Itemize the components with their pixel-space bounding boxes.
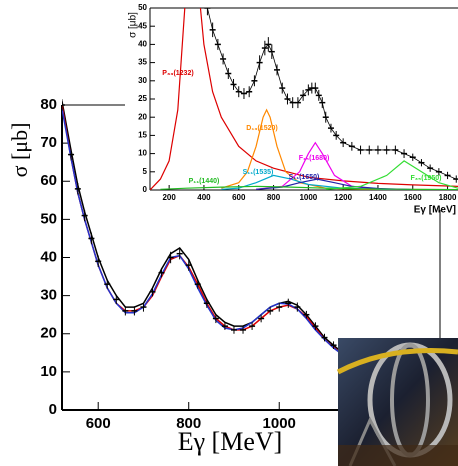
y-tick-label: 40 <box>138 40 147 49</box>
x-axis-label: Eγ [MeV] <box>414 205 456 216</box>
x-tick-label: 200 <box>162 193 176 202</box>
x-tick-label: 1800 <box>439 193 457 202</box>
inset-background <box>125 0 458 220</box>
data-line <box>207 8 457 180</box>
curve <box>160 185 458 190</box>
detector-photo <box>336 338 458 466</box>
y-tick-label: 45 <box>138 21 147 30</box>
x-tick-label: 400 <box>197 193 211 202</box>
y-tick-label: 20 <box>40 325 57 342</box>
curve-label: P₃₃(1232) <box>162 70 193 77</box>
y-tick-label: 10 <box>40 363 57 380</box>
x-tick-label: 1400 <box>369 193 387 202</box>
y-tick-label: 25 <box>138 94 147 103</box>
x-tick-label: 800 <box>176 415 201 432</box>
curve-label: F₁₅(1680) <box>299 155 330 162</box>
y-tick-label: 35 <box>138 58 147 67</box>
y-axis-label: σ [μb] <box>128 12 139 38</box>
y-tick-label: 50 <box>138 3 147 12</box>
curve-label: D₁₃(1520) <box>246 125 277 132</box>
y-tick-label: 10 <box>138 149 147 158</box>
y-tick-label: 5 <box>143 167 148 176</box>
x-tick-label: 1200 <box>334 193 352 202</box>
y-tick-label: 40 <box>40 248 57 265</box>
y-axis-label: σ [μb] <box>7 123 32 178</box>
x-tick-label: 600 <box>232 193 246 202</box>
y-tick-label: 15 <box>138 131 147 140</box>
plot-area <box>150 8 458 190</box>
curve <box>150 8 458 190</box>
curve <box>256 178 413 190</box>
y-tick-label: 0 <box>49 401 57 418</box>
curve-label: F₃₅(1950) <box>411 175 442 182</box>
y-tick-label: 80 <box>40 96 57 113</box>
x-tick-label: 1000 <box>263 415 296 432</box>
y-tick-label: 70 <box>40 134 57 151</box>
curve <box>325 160 458 190</box>
x-tick-label: 800 <box>267 193 281 202</box>
curve-label: S₁₁(1535) <box>243 169 274 176</box>
y-tick-label: 60 <box>40 172 57 189</box>
y-tick-label: 20 <box>138 112 147 121</box>
x-tick-label: 600 <box>86 415 111 432</box>
x-axis-label: Eγ [MeV] <box>178 427 283 456</box>
curve-label: P₁₁(1440) <box>189 178 220 185</box>
y-tick-label: 0 <box>143 185 148 194</box>
curve-label: S₁₁(1650) <box>289 174 320 181</box>
main-chart: 0102030405060708060080010001200σ [μb]Eγ … <box>7 96 458 456</box>
x-tick-label: 1600 <box>404 193 422 202</box>
y-tick-label: 30 <box>138 76 147 85</box>
y-tick-label: 30 <box>40 287 57 304</box>
x-tick-label: 1000 <box>299 193 317 202</box>
inset-chart: 0 5 10 15 20 25 30 35 40 45 50 200 400 600 800 1000 1200… <box>128 3 458 216</box>
y-tick-label: 50 <box>40 210 57 227</box>
